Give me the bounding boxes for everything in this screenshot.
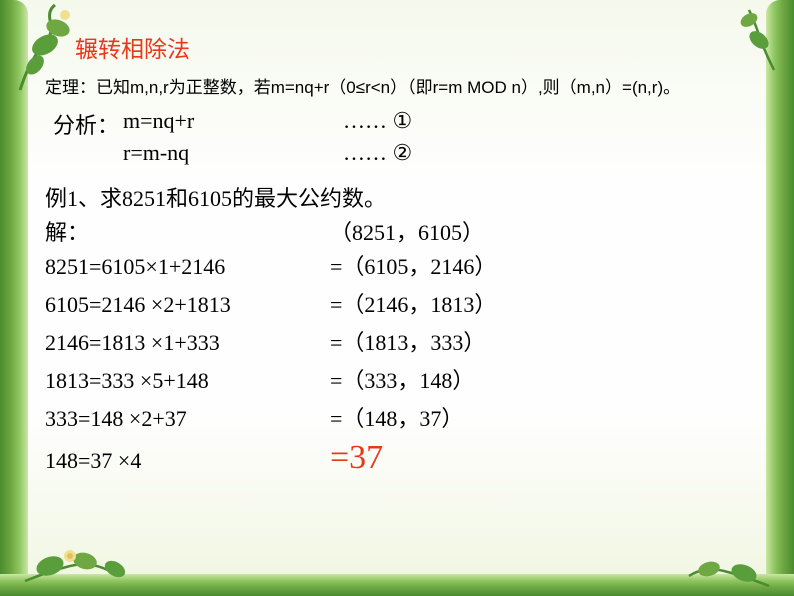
- calc-step-left: 333=148 ×2+37: [45, 406, 330, 432]
- vine-decoration-bottom-left: [20, 521, 140, 591]
- calc-row: 148=37 ×4 =37: [45, 439, 749, 477]
- first-gcd-pair: （8251，6105）: [330, 215, 484, 247]
- calc-step-left: 2146=1813 ×1+333: [45, 330, 330, 356]
- analysis-num-2: …… ②: [343, 140, 412, 166]
- analysis-line-2: r=m-nq …… ②: [53, 140, 749, 166]
- solve-label: 解：: [45, 215, 330, 247]
- calc-step-left: 6105=2146 ×2+1813: [45, 292, 330, 318]
- solve-header-row: 解： （8251，6105）: [45, 215, 749, 247]
- analysis-num-1: …… ①: [343, 108, 412, 140]
- vine-decoration-bottom-right: [674, 531, 774, 591]
- calc-step-left: 148=37 ×4: [45, 448, 330, 474]
- calc-row: 333=148 ×2+37 =（148，37）: [45, 401, 749, 433]
- calc-step-right: =（1813，333）: [330, 325, 485, 357]
- calc-row: 6105=2146 ×2+1813 =（2146，1813）: [45, 287, 749, 319]
- analysis-line-1: 分析： m=nq+r …… ①: [53, 108, 749, 140]
- calc-row: 8251=6105×1+2146 =（6105，2146）: [45, 249, 749, 281]
- calc-step-right: =（6105，2146）: [330, 249, 496, 281]
- calc-row: 1813=333 ×5+148 =（333，148）: [45, 363, 749, 395]
- calc-step-left: 8251=6105×1+2146: [45, 254, 330, 280]
- final-result: =37: [330, 439, 383, 477]
- slide-title: 辗转相除法: [75, 30, 749, 64]
- border-right: [766, 0, 794, 596]
- calc-step-right: =（333，148）: [330, 363, 474, 395]
- calc-row: 2146=1813 ×1+333 =（1813，333）: [45, 325, 749, 357]
- theorem-text: 定理：已知m,n,r为正整数，若m=nq+r（0≤r<n）（即r=m MOD n…: [45, 76, 749, 100]
- analysis-label: 分析：: [53, 108, 123, 140]
- calc-step-right: =（2146，1813）: [330, 287, 496, 319]
- slide-background: 辗转相除法 定理：已知m,n,r为正整数，若m=nq+r（0≤r<n）（即r=m…: [0, 0, 794, 596]
- calc-step-right: =（148，37）: [330, 401, 463, 433]
- analysis-section: 分析： m=nq+r …… ① r=m-nq …… ②: [53, 108, 749, 166]
- calculation-block: 8251=6105×1+2146 =（6105，2146） 6105=2146 …: [45, 249, 749, 477]
- slide-content: 辗转相除法 定理：已知m,n,r为正整数，若m=nq+r（0≤r<n）（即r=m…: [45, 30, 749, 483]
- calc-step-left: 1813=333 ×5+148: [45, 368, 330, 394]
- example-title: 例1、求8251和6105的最大公约数。: [45, 181, 749, 213]
- analysis-eq-2: r=m-nq: [123, 140, 323, 166]
- analysis-eq-1: m=nq+r: [123, 108, 323, 140]
